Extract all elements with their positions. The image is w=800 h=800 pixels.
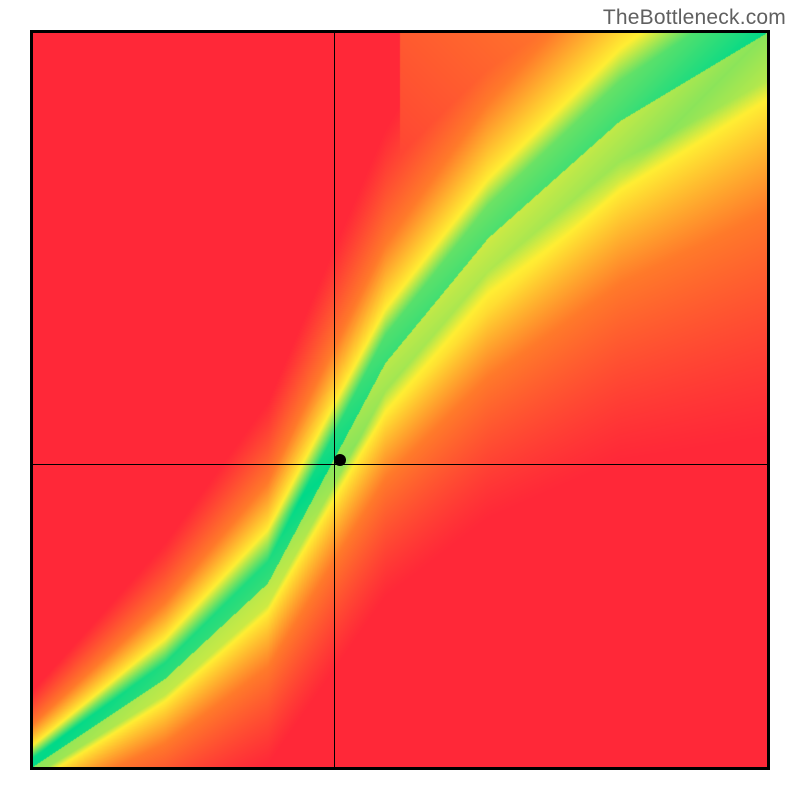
crosshair-vertical: [334, 33, 335, 767]
plot-area: [33, 33, 767, 767]
heatmap: [33, 33, 767, 767]
marker-point: [334, 454, 346, 466]
chart-container: TheBottleneck.com: [0, 0, 800, 800]
crosshair-horizontal: [33, 464, 767, 465]
watermark-text: TheBottleneck.com: [603, 6, 786, 30]
